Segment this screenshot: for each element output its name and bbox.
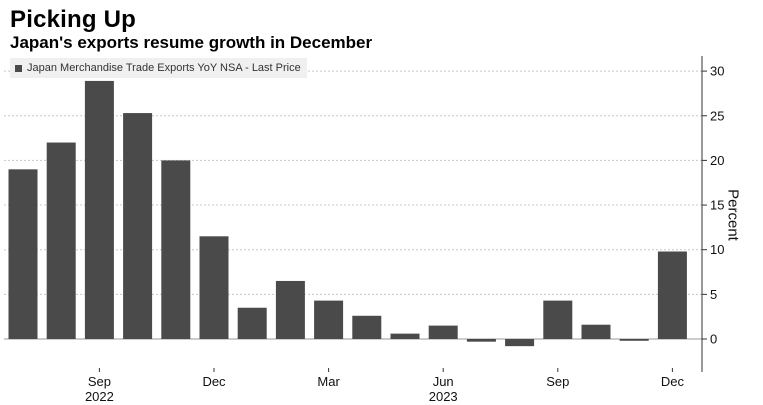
bar-jan-2023 [237,307,267,339]
bar-aug-2022 [46,142,76,339]
bar-oct-2022 [123,113,153,339]
legend: Japan Merchandise Trade Exports YoY NSA … [10,58,307,78]
y-tick-label: 5 [710,287,717,302]
bar-jul-2023 [466,339,496,342]
bar-dec-2022 [199,236,229,339]
x-year-label: 2023 [429,389,458,404]
y-tick-label: 30 [710,64,724,79]
y-axis-label: Percent [724,189,742,241]
x-tick-label: Sep [546,374,569,389]
bar-may-2023 [390,333,420,339]
bar-aug-2023 [505,339,535,347]
x-tick-label: Dec [202,374,226,389]
chart-subtitle: Japan's exports resume growth in Decembe… [10,33,373,52]
x-year-label: 2022 [85,389,114,404]
bar-nov-2022 [161,160,191,339]
bar-dec-2023 [657,251,687,339]
chart-title: Picking Up [10,6,137,33]
bar-oct-2023 [581,324,611,339]
y-tick-label: 25 [710,108,724,123]
bar-jun-2023 [428,325,458,339]
y-tick-label: 10 [710,242,724,257]
bar-jul-2022 [8,169,38,339]
x-tick-label: Sep [88,374,111,389]
bar-sep-2023 [543,300,573,339]
legend-swatch [15,64,22,72]
bar-sep-2022 [84,80,114,339]
y-tick-label: 15 [710,198,724,213]
bar-mar-2023 [314,300,344,339]
y-tick-label: 0 [710,332,717,347]
bar-nov-2023 [619,339,649,341]
y-tick-label: 20 [710,153,724,168]
x-tick-label: Mar [317,374,340,389]
x-tick-label: Jun [433,374,454,389]
legend-label: Japan Merchandise Trade Exports YoY NSA … [27,62,301,74]
x-tick-label: Dec [661,374,685,389]
bar-apr-2023 [352,315,382,339]
bar-feb-2023 [275,280,305,339]
